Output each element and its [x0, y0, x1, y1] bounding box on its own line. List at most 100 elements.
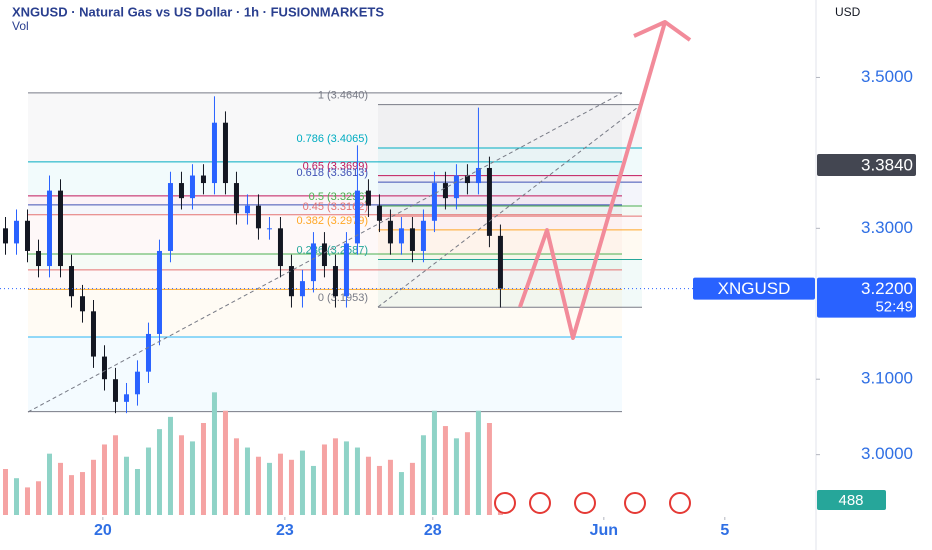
x-tick-label: Jun	[590, 522, 618, 539]
fib-label: 0.618 (3.3613)	[296, 167, 368, 179]
volume-tag-label: 488	[838, 492, 863, 509]
candle-body	[46, 190, 52, 267]
volume-bar	[442, 426, 448, 515]
price-marker-tag	[817, 153, 916, 176]
candle-body	[244, 205, 250, 214]
fib-label: 0.236 (3.2587)	[296, 244, 368, 256]
candle-body	[178, 183, 184, 199]
candle-body	[101, 356, 107, 380]
fib-band	[378, 205, 642, 217]
candle-body	[13, 220, 19, 244]
volume-bar	[167, 416, 173, 515]
candle-body	[277, 228, 283, 267]
last-price-tag	[817, 277, 916, 318]
candle-body	[24, 220, 30, 251]
fib-band	[378, 259, 642, 308]
volume-bar	[376, 465, 382, 515]
candle-body	[266, 228, 272, 230]
axes: 3.0000 3.1000 3.3000 3.5000 20 23 28 Jun 5 XNGUSD…	[0, 67, 916, 539]
fib-band	[378, 175, 642, 183]
candle-body	[365, 190, 371, 206]
candle-body	[255, 205, 261, 229]
volume-bar	[123, 456, 129, 515]
volume-bar	[343, 441, 349, 515]
candle-body	[343, 243, 349, 297]
volume-bar	[156, 429, 162, 515]
volume-bar	[387, 459, 393, 515]
candle-body	[332, 266, 338, 297]
volume-bar	[222, 410, 228, 515]
volume-bar	[200, 423, 206, 515]
volume-bar	[332, 438, 338, 515]
event-icon[interactable]	[669, 492, 691, 514]
volume-bar	[288, 459, 294, 515]
volume-bar	[233, 438, 239, 515]
fib-diagonal	[27, 92, 623, 413]
x-tick-label: 23	[276, 522, 294, 539]
candle-body	[409, 228, 415, 251]
volume-bar	[266, 462, 272, 515]
candle-body	[453, 175, 459, 199]
candle-body	[57, 190, 63, 267]
volume-bar	[321, 444, 327, 515]
volume-bar	[398, 472, 404, 515]
candle-body	[123, 394, 129, 402]
volume-bar	[35, 481, 41, 515]
volume-bar	[145, 447, 151, 515]
candle-body	[2, 228, 8, 244]
event-icon[interactable]	[494, 492, 516, 514]
volume-bar	[453, 438, 459, 515]
candle-body	[420, 220, 426, 251]
event-icon[interactable]	[529, 492, 551, 514]
volume-bar	[24, 487, 30, 515]
x-tick-label: 20	[94, 522, 112, 539]
fib-band	[378, 216, 642, 230]
volume-bar	[431, 410, 437, 515]
fib-label: 0.786 (3.4065)	[296, 133, 368, 145]
candle-body	[167, 183, 173, 251]
countdown: 52:49	[875, 299, 913, 316]
volume-bar	[365, 456, 371, 515]
fib-label: 0.65 (3.3699)	[303, 160, 368, 172]
volume-bar	[90, 459, 96, 515]
volume-bar	[464, 432, 470, 515]
y-tick-label: 3.5000	[861, 67, 913, 86]
candle-body	[464, 175, 470, 184]
candle-body	[233, 183, 239, 214]
fib-label: 0.45 (3.3162)	[303, 201, 368, 213]
volume-bar	[57, 462, 63, 515]
fib-label: 0.5 (3.3296)	[309, 191, 368, 203]
fib-label: 1 (3.4640)	[318, 90, 368, 102]
volume	[2, 392, 503, 515]
candle-body	[90, 311, 96, 357]
currency: USD	[835, 5, 861, 19]
volume-bar	[112, 435, 118, 515]
candle-body	[222, 122, 228, 184]
candle-body	[387, 220, 393, 244]
candle-body	[299, 281, 305, 297]
volume-bar	[244, 447, 250, 515]
candle-body	[200, 175, 206, 184]
volume-bar	[189, 441, 195, 515]
candle-body	[310, 243, 316, 282]
candle-body	[156, 250, 162, 334]
subtitle: Vol	[12, 19, 29, 33]
candle-body	[79, 296, 85, 312]
x-tick-label: 5	[720, 522, 729, 539]
fib-label: 0 (3.1953)	[318, 292, 368, 304]
candle-body	[189, 175, 195, 199]
fib-band	[28, 204, 622, 215]
volume-bar	[2, 469, 8, 515]
price-marker-label: 3.3840	[861, 155, 913, 174]
projection-arrow	[518, 21, 667, 340]
volume-bar	[101, 444, 107, 515]
last-price-label: 3.2200	[861, 279, 913, 298]
volume-bar	[211, 392, 217, 515]
candle-body	[112, 379, 118, 402]
event-icon[interactable]	[624, 492, 646, 514]
candle-body	[288, 266, 294, 297]
volume-bar	[475, 410, 481, 515]
event-icon[interactable]	[574, 492, 596, 514]
volume-tag	[817, 490, 886, 511]
fib-band	[28, 195, 622, 205]
